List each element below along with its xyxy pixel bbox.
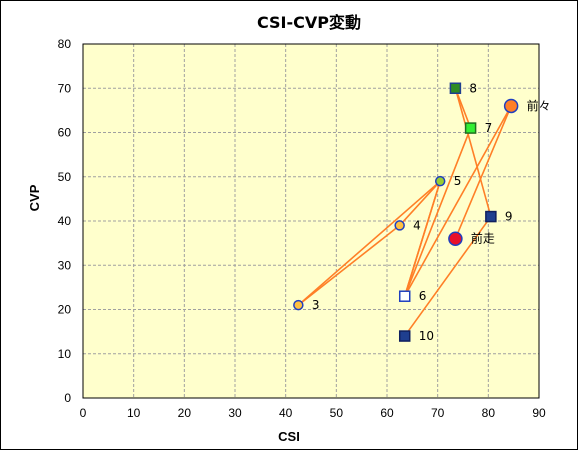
connecting-line <box>399 180 441 226</box>
x-tick-label: 30 <box>228 406 242 420</box>
connecting-line <box>403 180 441 297</box>
x-tick-label: 10 <box>127 406 141 420</box>
marker-9 <box>485 210 497 223</box>
marker-4 <box>394 220 405 231</box>
point-label: 6 <box>419 289 427 303</box>
x-tick-label: 0 <box>80 406 87 420</box>
connecting-line <box>297 224 401 306</box>
marker-前々 <box>503 98 519 114</box>
connecting-lines <box>297 87 512 337</box>
marker-10 <box>398 330 411 342</box>
marker-5 <box>434 175 446 187</box>
point-label: 7 <box>485 121 493 135</box>
y-tick-labels: 0 10 20 30 40 50 60 70 80 <box>58 37 72 405</box>
grid-lines <box>83 44 539 398</box>
x-tick-labels: 0 10 20 30 40 50 60 70 80 90 <box>80 406 546 420</box>
y-tick-label: 20 <box>58 303 72 317</box>
connecting-line <box>454 87 472 129</box>
marker-3 <box>293 299 304 311</box>
y-tick-label: 30 <box>58 258 72 272</box>
x-tick-label: 80 <box>482 406 496 420</box>
plot-border <box>82 43 540 399</box>
marker-8 <box>449 82 462 94</box>
connecting-line <box>404 105 512 297</box>
chart-title: CSI-CVP変動 <box>257 13 361 32</box>
connecting-line <box>297 180 441 306</box>
y-tick-label: 70 <box>58 81 72 95</box>
y-tick-label: 60 <box>58 126 72 140</box>
point-label: 前走 <box>471 231 495 246</box>
y-axis-label: CVP <box>27 184 42 211</box>
y-tick-label: 40 <box>58 214 72 228</box>
point-label: 前々 <box>527 98 551 113</box>
connecting-line <box>404 216 492 337</box>
point-label: 3 <box>312 298 320 312</box>
y-tick-label: 10 <box>58 347 72 361</box>
data-markers <box>293 82 519 342</box>
y-tick-label: 80 <box>58 37 72 51</box>
connecting-line <box>403 127 472 297</box>
point-label: 10 <box>419 329 434 343</box>
marker-6 <box>398 290 411 302</box>
connecting-line <box>454 88 492 217</box>
connecting-line <box>454 105 512 240</box>
marker-7 <box>464 122 477 134</box>
x-tick-label: 60 <box>380 406 394 420</box>
x-tick-label: 20 <box>178 406 192 420</box>
point-label: 8 <box>469 81 477 95</box>
y-tick-label: 0 <box>64 391 71 405</box>
x-tick-label: 50 <box>330 406 344 420</box>
y-tick-label: 50 <box>58 170 72 184</box>
point-label: 4 <box>413 218 421 232</box>
marker-前走 <box>448 231 463 246</box>
x-tick-label: 90 <box>532 406 546 420</box>
x-tick-label: 40 <box>279 406 293 420</box>
x-tick-label: 70 <box>431 406 445 420</box>
x-axis-label: CSI <box>278 429 300 444</box>
point-label: 5 <box>454 174 462 188</box>
point-label: 9 <box>505 210 513 224</box>
